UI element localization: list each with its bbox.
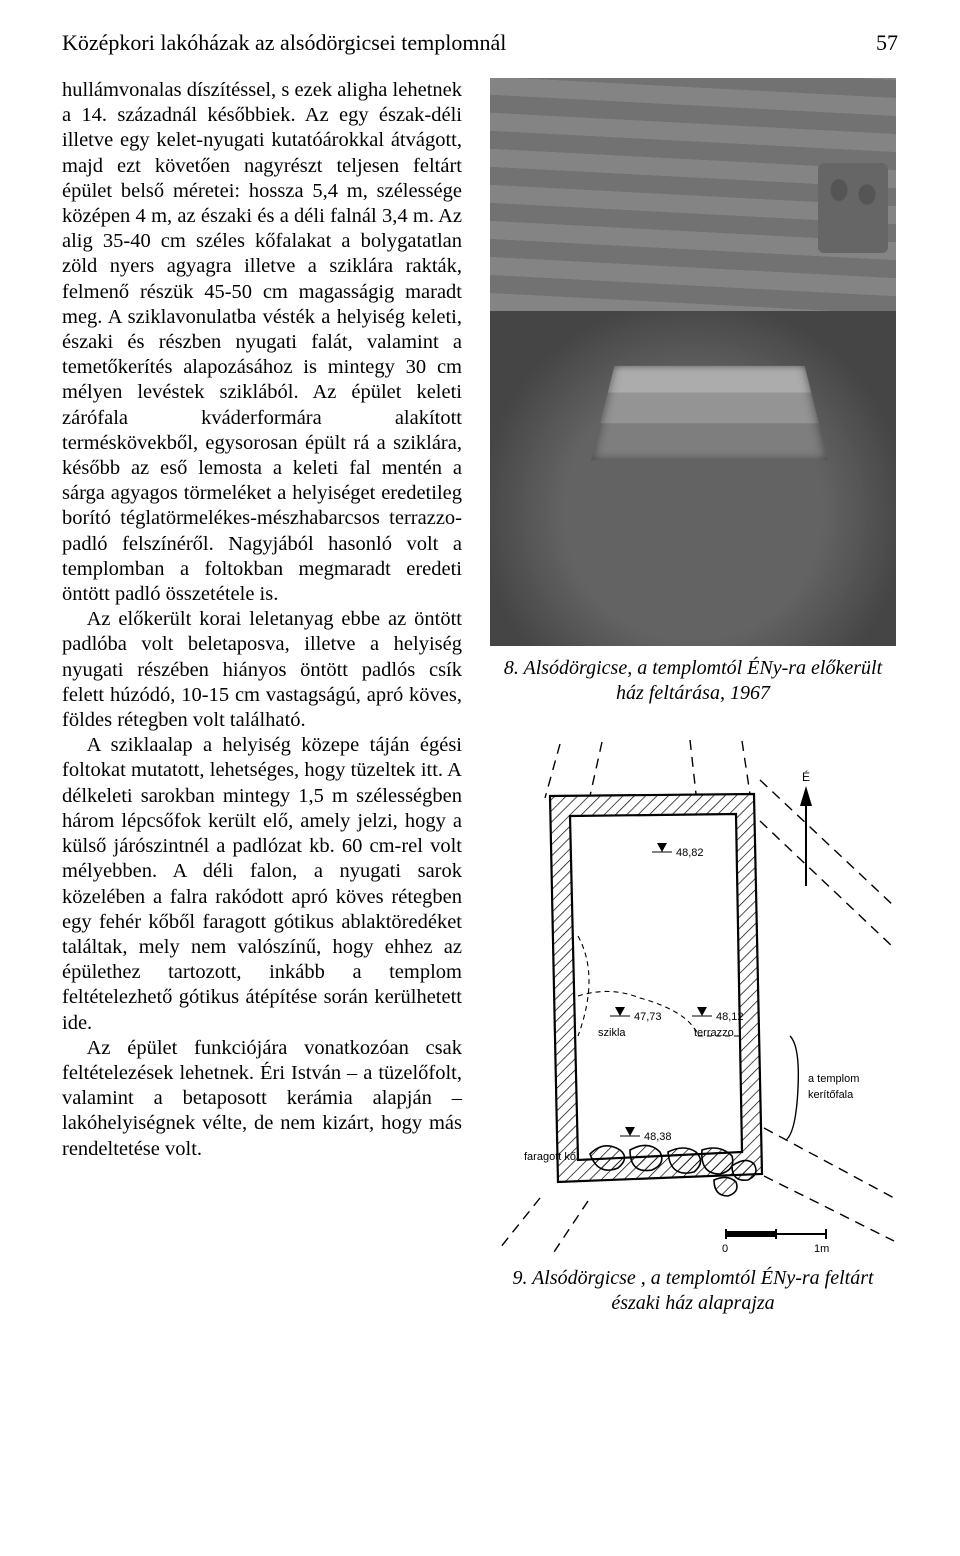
elev-4812: 48,12 <box>716 1011 744 1023</box>
elev-4882: 48,82 <box>676 847 704 859</box>
body-text-column: hullámvonalas díszítéssel, s ezek aligha… <box>62 78 462 1316</box>
elev-4838: 48,38 <box>644 1131 672 1143</box>
north-label: É <box>802 769 810 784</box>
figure-9-caption: 9. Alsódörgicse , a templomtól ÉNy-ra fe… <box>488 1266 898 1316</box>
running-header: Középkori lakóházak az alsódörgicsei tem… <box>62 30 898 56</box>
scale-one: 1m <box>814 1243 829 1255</box>
paragraph-3: A sziklaalap a helyiség közepe táján égé… <box>62 733 462 1035</box>
floor-plan-svg: É <box>490 736 896 1256</box>
label-faragott: faragott kő <box>524 1151 576 1163</box>
figure-9: É <box>488 706 898 1316</box>
scale-zero: 0 <box>722 1243 728 1255</box>
label-kerito-2: kerítőfala <box>808 1089 854 1101</box>
figure-8: 8. Alsódörgicse, a templomtól ÉNy-ra elő… <box>488 78 898 706</box>
label-kerito-1: a templom <box>808 1073 859 1085</box>
kerito-label-group: a templom kerítőfala <box>786 1036 859 1140</box>
paragraph-2: Az előkerült korai leletanyag ebbe az ön… <box>62 607 462 733</box>
paragraph-1: hullámvonalas díszítéssel, s ezek aligha… <box>62 78 462 607</box>
scale-bar: 0 1m <box>722 1229 829 1255</box>
elevation-markers: 48,82 47,73 48,12 48 <box>610 843 744 1143</box>
label-terrazzo: terrazzo <box>694 1027 734 1039</box>
label-szikla: szikla <box>598 1027 626 1039</box>
figures-column: 8. Alsódörgicse, a templomtól ÉNy-ra elő… <box>488 78 898 1316</box>
paragraph-4: Az épület funkciójára vonatkozóan csak f… <box>62 1036 462 1162</box>
two-column-layout: hullámvonalas díszítéssel, s ezek aligha… <box>62 78 898 1316</box>
elev-4773: 47,73 <box>634 1011 662 1023</box>
running-head-text: Középkori lakóházak az alsódörgicsei tem… <box>62 30 506 56</box>
page-number: 57 <box>876 30 898 56</box>
figure-8-caption: 8. Alsódörgicse, a templomtól ÉNy-ra elő… <box>488 656 898 706</box>
excavation-photo <box>490 78 896 646</box>
